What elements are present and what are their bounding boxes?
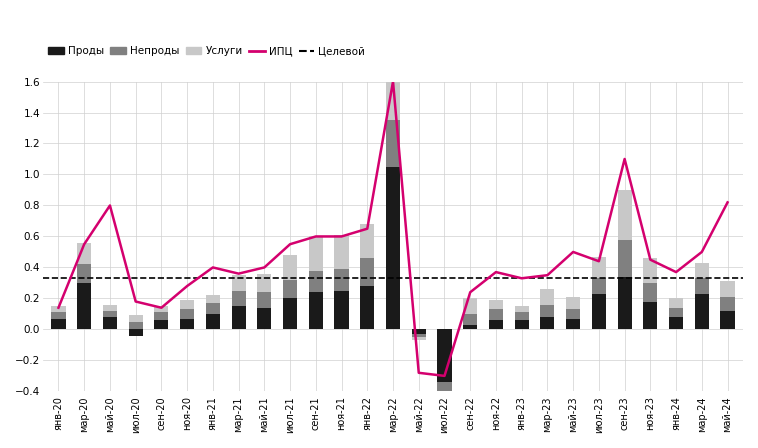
Bar	[180, 300, 194, 309]
Bar	[669, 317, 683, 329]
Bar	[129, 315, 143, 322]
Bar	[283, 255, 297, 280]
Bar	[180, 309, 194, 319]
Bar	[386, 167, 400, 329]
Bar	[206, 314, 220, 329]
Bar	[309, 271, 323, 292]
Bar	[695, 294, 709, 329]
Bar	[437, 382, 452, 392]
Bar	[52, 312, 65, 319]
Bar	[412, 329, 426, 334]
Bar	[515, 306, 529, 312]
Bar	[231, 275, 246, 291]
Bar	[721, 297, 735, 311]
Bar	[103, 305, 117, 311]
Bar	[334, 235, 349, 269]
Bar	[309, 292, 323, 329]
Bar	[618, 240, 631, 277]
Bar	[412, 334, 426, 337]
Bar	[155, 312, 168, 320]
Bar	[592, 278, 606, 294]
Bar	[206, 303, 220, 314]
Bar	[231, 306, 246, 329]
Bar	[360, 286, 374, 329]
Bar	[618, 277, 631, 329]
Bar	[180, 319, 194, 329]
Bar	[309, 237, 323, 271]
Bar	[334, 291, 349, 329]
Bar	[695, 263, 709, 278]
Bar	[721, 311, 735, 329]
Bar	[334, 269, 349, 291]
Bar	[540, 305, 555, 317]
Bar	[386, 77, 400, 120]
Bar	[618, 190, 631, 240]
Bar	[283, 298, 297, 329]
Bar	[52, 306, 65, 312]
Bar	[360, 258, 374, 286]
Bar	[257, 308, 271, 329]
Bar	[129, 322, 143, 329]
Bar	[592, 257, 606, 278]
Bar	[592, 294, 606, 329]
Bar	[412, 337, 426, 340]
Bar	[540, 289, 555, 305]
Bar	[52, 319, 65, 329]
Bar	[77, 264, 91, 283]
Bar	[566, 319, 580, 329]
Bar	[206, 295, 220, 303]
Bar	[669, 308, 683, 317]
Bar	[437, 392, 452, 397]
Bar	[566, 297, 580, 309]
Bar	[386, 120, 400, 167]
Bar	[77, 283, 91, 329]
Bar	[257, 292, 271, 308]
Bar	[489, 320, 503, 329]
Bar	[103, 317, 117, 329]
Bar	[77, 243, 91, 264]
Bar	[566, 309, 580, 319]
Bar	[695, 278, 709, 294]
Bar	[644, 302, 657, 329]
Bar	[360, 224, 374, 258]
Bar	[669, 298, 683, 308]
Legend: Проды, Непроды, Услуги, ИПЦ, Целевой: Проды, Непроды, Услуги, ИПЦ, Целевой	[49, 47, 365, 56]
Bar	[489, 300, 503, 309]
Bar	[463, 325, 478, 329]
Bar	[231, 291, 246, 306]
Bar	[463, 314, 478, 325]
Bar	[721, 281, 735, 297]
Bar	[515, 320, 529, 329]
Bar	[515, 312, 529, 320]
Bar	[155, 306, 168, 312]
Bar	[155, 320, 168, 329]
Bar	[437, 329, 452, 382]
Bar	[463, 298, 478, 314]
Bar	[540, 317, 555, 329]
Bar	[129, 329, 143, 336]
Bar	[489, 309, 503, 320]
Bar	[644, 258, 657, 283]
Bar	[103, 311, 117, 317]
Bar	[257, 274, 271, 292]
Bar	[283, 280, 297, 298]
Bar	[644, 283, 657, 302]
